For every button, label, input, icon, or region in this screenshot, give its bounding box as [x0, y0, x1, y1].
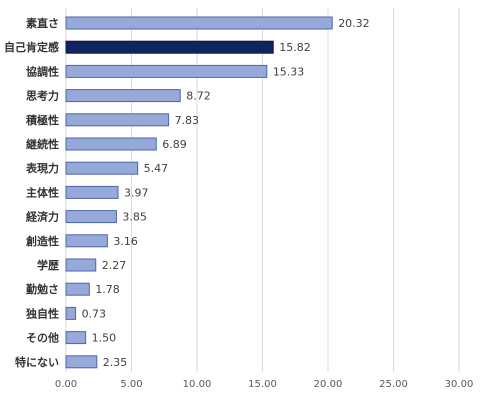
- value-label: 6.89: [162, 138, 187, 151]
- bar: [65, 234, 108, 248]
- value-labels: 20.32 15.82 15.33 8.72 7.83 6.89 5.47 3.97 3.85 3…: [82, 17, 370, 369]
- category-label: 独自性: [25, 306, 59, 320]
- x-axis-tick-labels: 0.00 5.00 10.00 15.00 20.00 25.00 30.00: [55, 379, 473, 390]
- x-tick-label: 15.00: [248, 379, 277, 390]
- bar: [65, 89, 181, 103]
- value-label: 1.50: [92, 332, 117, 345]
- value-label: 2.35: [103, 356, 128, 369]
- value-label: 20.32: [338, 17, 370, 30]
- bar: [65, 64, 268, 78]
- category-labels: 素直さ自己肯定感協調性思考力積極性継続性表現力主体性経済力創造性学歴勤勉さ独自性…: [4, 16, 59, 369]
- category-label: 素直さ: [26, 16, 59, 30]
- value-label: 2.27: [102, 259, 127, 272]
- bar: [65, 355, 98, 369]
- category-label: 思考力: [26, 89, 59, 103]
- bar: [65, 161, 139, 175]
- value-label: 3.85: [122, 211, 147, 224]
- bar: [65, 331, 87, 345]
- value-label: 8.72: [186, 90, 211, 103]
- x-tick-label: 30.00: [445, 379, 474, 390]
- bar: [65, 282, 90, 296]
- category-label: 勤勉さ: [26, 282, 59, 296]
- x-tick-label: 0.00: [55, 379, 77, 390]
- value-label: 1.78: [95, 283, 120, 296]
- value-label: 5.47: [144, 162, 169, 175]
- value-label: 3.16: [113, 235, 137, 248]
- x-tick-label: 20.00: [314, 379, 343, 390]
- value-label: 15.82: [279, 41, 311, 54]
- category-label: その他: [26, 331, 59, 345]
- bar: [65, 258, 97, 272]
- bar: [65, 40, 274, 54]
- value-label: 7.83: [175, 114, 200, 127]
- category-label: 学歴: [37, 258, 59, 272]
- bar: [65, 185, 119, 199]
- x-tick-label: 10.00: [183, 379, 212, 390]
- category-label: 自己肯定感: [4, 40, 59, 54]
- category-label: 経済力: [26, 210, 59, 224]
- x-tick-label: 5.00: [120, 379, 142, 390]
- category-label: 創造性: [25, 234, 59, 248]
- bar: [65, 306, 77, 320]
- category-label: 表現力: [25, 161, 59, 175]
- value-label: 15.33: [273, 65, 305, 78]
- bar: [65, 137, 157, 151]
- category-label: 特にない: [15, 355, 59, 369]
- value-label: 3.97: [124, 186, 149, 199]
- bars: [65, 16, 333, 369]
- bar: [65, 16, 333, 30]
- category-label: 協調性: [26, 64, 59, 78]
- bar: [65, 210, 117, 224]
- category-label: 積極性: [25, 113, 59, 127]
- bar: [65, 113, 170, 127]
- category-label: 主体性: [26, 185, 59, 199]
- value-label: 0.73: [82, 307, 107, 320]
- category-label: 継続性: [26, 137, 59, 151]
- x-tick-label: 25.00: [379, 379, 408, 390]
